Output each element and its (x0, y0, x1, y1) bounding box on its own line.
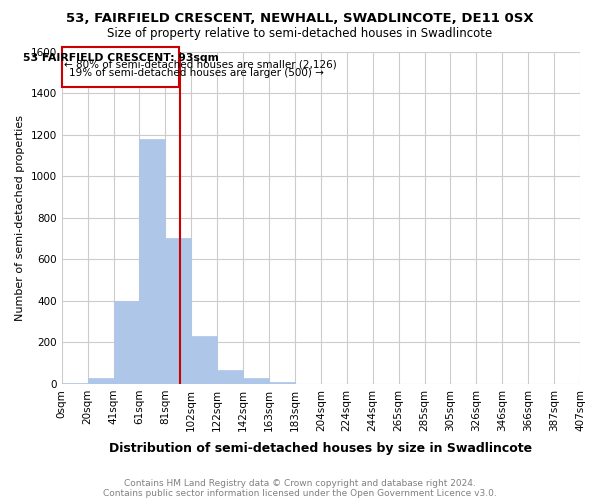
Bar (243, 378, 269, 384)
Text: ← 80% of semi-detached houses are smaller (2,126): ← 80% of semi-detached houses are smalle… (64, 60, 337, 70)
X-axis label: Distribution of semi-detached houses by size in Swadlincote: Distribution of semi-detached houses by … (109, 442, 532, 455)
Bar (217, 370, 243, 384)
Bar (139, 139, 166, 384)
Text: 53, FAIRFIELD CRESCENT, NEWHALL, SWADLINCOTE, DE11 0SX: 53, FAIRFIELD CRESCENT, NEWHALL, SWADLIN… (66, 12, 534, 26)
Text: 53 FAIRFIELD CRESCENT: 93sqm: 53 FAIRFIELD CRESCENT: 93sqm (23, 52, 218, 62)
Y-axis label: Number of semi-detached properties: Number of semi-detached properties (15, 114, 25, 320)
Bar (269, 382, 295, 384)
Text: Contains public sector information licensed under the Open Government Licence v3: Contains public sector information licen… (103, 488, 497, 498)
FancyBboxPatch shape (62, 48, 179, 87)
Text: 19% of semi-detached houses are larger (500) →: 19% of semi-detached houses are larger (… (70, 68, 325, 78)
Bar (88, 378, 113, 384)
Text: Size of property relative to semi-detached houses in Swadlincote: Size of property relative to semi-detach… (107, 28, 493, 40)
Text: Contains HM Land Registry data © Crown copyright and database right 2024.: Contains HM Land Registry data © Crown c… (124, 478, 476, 488)
Bar (113, 301, 139, 384)
Bar (62, 383, 88, 384)
Bar (191, 336, 217, 384)
Bar (166, 238, 191, 384)
